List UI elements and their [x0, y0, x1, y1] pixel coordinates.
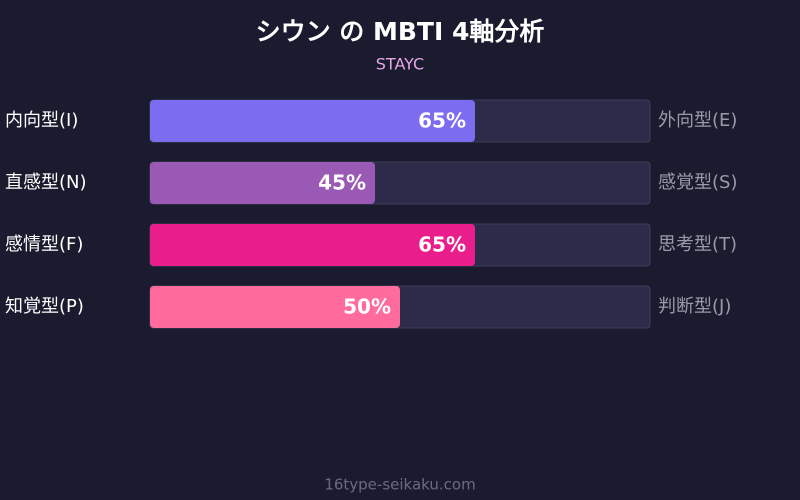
chart-title: シウン の MBTI 4軸分析 — [256, 17, 545, 46]
value-label: 50% — [343, 295, 391, 319]
value-label: 65% — [418, 233, 466, 257]
left-label: 感情型(F) — [5, 234, 83, 255]
right-label: 思考型(T) — [658, 234, 737, 255]
bar — [150, 100, 475, 142]
right-label: 感覚型(S) — [658, 172, 737, 193]
left-label: 直感型(N) — [5, 172, 87, 193]
right-label: 判断型(J) — [658, 296, 731, 317]
left-label: 内向型(I) — [5, 110, 78, 131]
right-label: 外向型(E) — [658, 110, 737, 131]
footer: 16type-seikaku.com — [324, 476, 475, 494]
bar — [150, 162, 375, 204]
value-label: 45% — [318, 171, 366, 195]
left-label: 知覚型(P) — [5, 296, 84, 317]
value-label: 65% — [418, 109, 466, 133]
bar — [150, 286, 400, 328]
chart-subtitle: STAYC — [376, 55, 424, 74]
bar — [150, 224, 475, 266]
